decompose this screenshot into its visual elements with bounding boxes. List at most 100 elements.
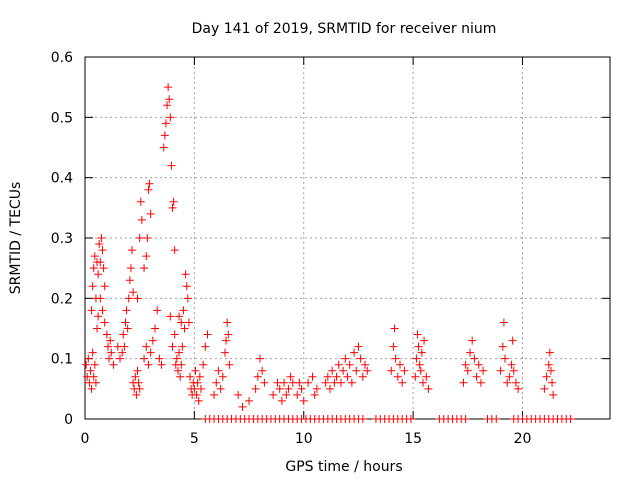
data-point [163, 101, 172, 110]
data-point [398, 378, 407, 387]
y-tick-label: 0.4 [51, 171, 73, 187]
data-point [126, 264, 135, 273]
data-point [146, 348, 155, 357]
data-point [544, 360, 553, 369]
data-point [144, 185, 153, 194]
data-point [245, 396, 254, 405]
data-point [88, 282, 97, 291]
data-point [175, 312, 184, 321]
data-point [116, 354, 124, 363]
data-point [155, 354, 164, 363]
data-point [234, 390, 243, 399]
data-point [173, 366, 182, 375]
data-point [166, 312, 175, 321]
data-point [479, 366, 488, 375]
data-point [549, 390, 558, 399]
data-point [143, 234, 152, 242]
data-point [299, 396, 308, 405]
data-point [106, 336, 115, 345]
data-point [508, 336, 517, 345]
data-point [413, 330, 422, 339]
data-point [321, 378, 330, 387]
data-point [122, 306, 131, 315]
data-point [312, 384, 321, 393]
data-point [133, 366, 142, 375]
data-point [157, 360, 166, 369]
data-point [142, 342, 151, 351]
data-point [472, 372, 481, 381]
x-tick-label: 15 [404, 431, 422, 447]
data-point [328, 366, 337, 375]
data-point [146, 209, 155, 218]
data-point [160, 131, 169, 140]
data-point [347, 378, 356, 387]
data-point [169, 197, 178, 206]
data-point [474, 360, 483, 369]
data-point [176, 372, 185, 381]
data-point [260, 378, 269, 387]
data-point [191, 366, 200, 375]
data-point [134, 378, 143, 387]
data-point [91, 378, 100, 387]
data-point [124, 294, 133, 303]
data-point [352, 366, 361, 375]
data-point [212, 378, 221, 387]
data-point [99, 264, 108, 273]
data-point [363, 366, 372, 375]
data-point [90, 360, 99, 369]
data-point [361, 360, 369, 369]
data-point [98, 246, 107, 255]
data-point [546, 366, 555, 375]
data-point [151, 324, 159, 333]
data-point [225, 360, 234, 369]
data-point [223, 318, 232, 327]
data-point [282, 390, 291, 399]
data-point [406, 415, 415, 423]
data-point [224, 330, 233, 339]
y-tick-label: 0.5 [51, 110, 73, 126]
data-point [170, 330, 179, 339]
data-point [175, 348, 184, 357]
x-axis-ticks: 0 5 10 15 20 [81, 57, 531, 447]
data-point [422, 372, 431, 381]
data-point [511, 378, 520, 387]
data-point [182, 282, 191, 291]
data-point [89, 372, 98, 381]
data-point [103, 342, 112, 351]
data-point [214, 366, 223, 375]
data-point [96, 294, 105, 303]
data-point [196, 384, 205, 393]
data-point [323, 372, 332, 381]
data-point [159, 143, 168, 152]
data-point [195, 372, 204, 381]
data-point [277, 396, 286, 405]
data-point [498, 342, 507, 351]
data-point [332, 372, 341, 381]
data-point [97, 234, 106, 242]
y-tick-label: 0.3 [51, 231, 73, 247]
data-point [165, 95, 174, 104]
data-point [96, 258, 105, 267]
data-point [308, 372, 317, 381]
data-point [144, 360, 153, 369]
data-point [499, 318, 508, 327]
data-point [100, 318, 109, 327]
data-point [341, 354, 350, 363]
data-point [177, 318, 186, 327]
data-point [128, 246, 137, 255]
data-point [153, 306, 162, 315]
data-point [87, 306, 96, 315]
data-point [459, 378, 468, 387]
data-point [90, 252, 99, 261]
data-point [463, 366, 472, 375]
data-point [304, 378, 313, 387]
data-point [84, 354, 93, 363]
data-point [256, 354, 264, 363]
data-point [412, 354, 421, 363]
data-point [82, 360, 91, 369]
data-point [461, 360, 470, 369]
data-point [400, 366, 409, 375]
data-point [131, 372, 140, 381]
y-tick-label: 0.2 [51, 291, 73, 307]
data-point [251, 384, 260, 393]
